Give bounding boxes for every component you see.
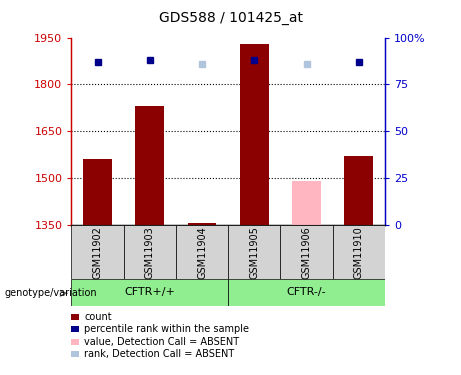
Bar — [228, 279, 385, 306]
Text: CFTR+/+: CFTR+/+ — [124, 288, 175, 297]
Text: GSM11903: GSM11903 — [145, 226, 155, 279]
Text: GDS588 / 101425_at: GDS588 / 101425_at — [159, 11, 302, 25]
Bar — [71, 225, 124, 279]
Text: GSM11902: GSM11902 — [93, 226, 103, 279]
Bar — [280, 225, 333, 279]
Text: percentile rank within the sample: percentile rank within the sample — [84, 324, 249, 334]
Text: count: count — [84, 312, 112, 322]
Bar — [124, 225, 176, 279]
Bar — [240, 44, 269, 225]
Bar — [83, 159, 112, 225]
Text: GSM11904: GSM11904 — [197, 226, 207, 279]
Bar — [136, 106, 164, 225]
Bar — [71, 279, 228, 306]
Bar — [228, 225, 280, 279]
Bar — [344, 156, 373, 225]
Bar — [176, 225, 228, 279]
Text: value, Detection Call = ABSENT: value, Detection Call = ABSENT — [84, 337, 239, 346]
Text: rank, Detection Call = ABSENT: rank, Detection Call = ABSENT — [84, 349, 235, 359]
Bar — [292, 181, 321, 225]
Text: GSM11906: GSM11906 — [301, 226, 312, 279]
Text: GSM11905: GSM11905 — [249, 226, 260, 279]
Text: genotype/variation: genotype/variation — [5, 288, 97, 298]
Text: GSM11910: GSM11910 — [354, 226, 364, 279]
Bar — [188, 222, 216, 225]
Bar — [333, 225, 385, 279]
Text: CFTR-/-: CFTR-/- — [287, 288, 326, 297]
